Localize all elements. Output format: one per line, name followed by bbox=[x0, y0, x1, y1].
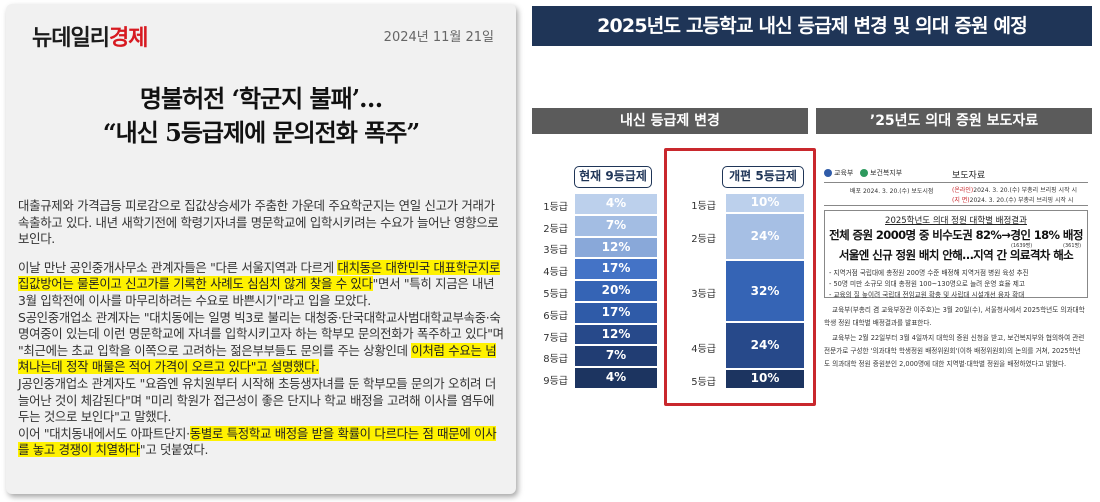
chart-bar-1-1: 4% bbox=[575, 194, 657, 214]
article-paragraph-1: 대출규제와 가격급등 피로감으로 집값상승세가 주춤한 가운데 주요학군지는 연… bbox=[18, 198, 499, 247]
chart-category-label-1-8: 8등급 bbox=[543, 354, 568, 366]
chart-category-label-1-9: 9등급 bbox=[543, 376, 568, 388]
press-meta-paper-label: (지 면) bbox=[952, 197, 970, 204]
newspaper-logo: 뉴데일리경제 bbox=[32, 20, 148, 52]
chart-category-label-1-5: 5등급 bbox=[543, 289, 568, 300]
new-system-highlight-frame bbox=[664, 148, 816, 406]
chart-bar-1-9: 4% bbox=[575, 368, 657, 388]
press-release-logos: 교육부 보건복지부 bbox=[824, 168, 902, 178]
ministry-education-emblem-icon bbox=[824, 169, 832, 177]
chart-bar-1-6: 17% bbox=[575, 302, 657, 323]
paragraph-3-text-a: S공인중개업소 관계자는 "대치동에는 일명 빅3로 불리는 대청중·단국대학교… bbox=[18, 309, 504, 358]
chart-category-label-1-3: 3등급 bbox=[543, 245, 568, 257]
press-headline-box: 2025학년도 의대 정원 대학별 배정결과 전체 증원 2000명 중 비수도… bbox=[824, 210, 1088, 299]
chart-series-label-2: 개편 5등급제 bbox=[722, 166, 804, 188]
article-paragraph-3: S공인중개업소 관계자는 "대치동에는 일명 빅3로 불리는 대청중·단국대학교… bbox=[18, 310, 504, 376]
press-meta-left: 배포 2024. 3. 20.(수) 보도시점 bbox=[850, 188, 934, 195]
press-box-title: 2025학년도 의대 정원 대학별 배정결과 bbox=[885, 216, 1027, 226]
article-title-line1: 명불허전 ‘학군지 불패’… bbox=[139, 84, 383, 113]
ministry-health-emblem-icon bbox=[860, 169, 869, 177]
article-paragraph-5: 이어 "대치동내에서도 아파트단지·동별로 특정학교 배정을 받을 확률이 다르… bbox=[18, 425, 504, 459]
press-headline-sup-1: (1639명) bbox=[1011, 243, 1033, 249]
chart-bar-2-4: 24% bbox=[726, 323, 804, 369]
press-bullet-3: - 교육의 질 높이려 국립대 전임교원 확충 및 사립대 시설개선 융자 확대 bbox=[829, 291, 1025, 299]
chart-bar-1-8: 7% bbox=[575, 346, 657, 367]
press-divider-top bbox=[824, 182, 1088, 183]
press-headline-2: 서울엔 신규 정원 배치 안해…지역 간 의료격차 해소 bbox=[838, 248, 1074, 262]
press-kind: 보도자료 bbox=[952, 171, 986, 181]
chart-bar-1-2: 7% bbox=[575, 215, 657, 236]
chart-category-label-2-5: 5등급 bbox=[691, 377, 716, 389]
chart-category-label-2-4: 4등급 bbox=[691, 343, 716, 355]
chart-bar-2-3: 32% bbox=[726, 260, 804, 322]
press-meta-online-time: 2024. 3. 20.(수) 부총리 브리핑 시작 시 bbox=[973, 187, 1078, 194]
press-org-1: 교육부 bbox=[834, 169, 854, 177]
press-org-2: 보건복지부 bbox=[870, 169, 903, 177]
chart-category-label-2-2: 2등급 bbox=[691, 234, 716, 246]
paragraph-2-text-b: "면서 "특히 지금은 내년 3월 입학전에 이사를 마무리하려는 수요로 바쁜… bbox=[18, 276, 495, 308]
chart-category-label-2-3: 3등급 bbox=[691, 289, 716, 300]
article-title-line2: “내신 5등급제에 문의전화 폭주” bbox=[102, 118, 420, 147]
press-meta-paper: (지 면)2024. 3. 20.(수) 부총리 브리핑 시작 시 bbox=[952, 195, 1073, 204]
press-divider-bottom bbox=[824, 205, 1088, 206]
article-header: 뉴데일리경제 2024년 11월 21일 bbox=[18, 18, 504, 52]
chart-bar-1-7: 12% bbox=[575, 324, 657, 345]
article-title: 명불허전 ‘학군지 불패’… “내신 5등급제에 문의전화 폭주” bbox=[18, 82, 504, 150]
press-paragraph-2: 교육부는 2월 22일부터 3월 4일까지 대학의 증원 신청을 받고, 보건복… bbox=[824, 334, 1085, 368]
press-bullet-1: - 지역거점 국립대에 총정원 200명 수준 배정해 지역거점 병원 육성 추… bbox=[829, 269, 1029, 277]
article-body: 대출규제와 가격급등 피로감으로 집값상승세가 주춤한 가운데 주요학군지는 연… bbox=[18, 198, 504, 459]
section-header-grading: 내신 등급제 변경 bbox=[532, 108, 808, 134]
infographic-banner: 2025년도 고등학교 내신 등급제 변경 및 의대 증원 예정 bbox=[532, 6, 1092, 46]
chart-bar-1-4: 17% bbox=[575, 259, 657, 280]
chart-bar-2-5: 10% bbox=[726, 370, 804, 388]
chart-bar-2-2: 24% bbox=[726, 213, 804, 259]
chart-category-label-1-4: 4등급 bbox=[543, 267, 568, 279]
press-headline-1: 전체 증원 2000명 중 비수도권 82%→경인 18% 배정 bbox=[829, 228, 1083, 242]
press-release: 교육부 보건복지부 보도자료 배포 2024. 3. 20.(수) 보도시점 (… bbox=[820, 158, 1090, 413]
chart-bar-1-5: 20% bbox=[575, 281, 657, 301]
chart-series-label-1: 현재 9등급제 bbox=[574, 166, 652, 188]
paragraph-2-text-a: 이날 만난 공인중개사무소 관계자들은 "다른 서울지역과 다르게 bbox=[18, 259, 338, 275]
article-card: 뉴데일리경제 2024년 11월 21일 명불허전 ‘학군지 불패’… “내신 … bbox=[6, 4, 516, 494]
paragraph-5-text-a: 이어 "대치동내에서도 아파트단지· bbox=[18, 425, 190, 441]
chart-category-label-2-1: 1등급 bbox=[691, 200, 716, 212]
chart-bar-2-1: 10% bbox=[726, 194, 804, 212]
article-date: 2024년 11월 21일 bbox=[383, 30, 494, 45]
chart-category-label-1-2: 2등급 bbox=[543, 223, 568, 235]
logo-text-accent: 경제 bbox=[108, 26, 148, 51]
press-headline-sup-2: (361명) bbox=[1063, 243, 1082, 249]
chart-category-label-1-1: 1등급 bbox=[543, 201, 568, 213]
press-meta-online-label: (온라인) bbox=[952, 187, 974, 194]
article-paragraph-2: 이날 만난 공인중개사무소 관계자들은 "다른 서울지역과 다르게 대치동은 대… bbox=[18, 259, 504, 310]
press-meta-paper-time: 2024. 3. 20.(수) 부총리 브리핑 시작 시 bbox=[969, 197, 1074, 204]
section-header-press: ’25년도 의대 증원 보도자료 bbox=[816, 108, 1092, 134]
chart-category-label-1-7: 7등급 bbox=[543, 332, 568, 344]
chart-bar-1-3: 12% bbox=[575, 237, 657, 258]
press-bullet-2: - 50명 미만 소규모 의대 총정원 100~130명으로 늘려 운영 효율 … bbox=[829, 280, 1025, 288]
press-meta-online: (온라인)2024. 3. 20.(수) 부총리 브리핑 시작 시 bbox=[952, 185, 1077, 194]
press-paragraph-1: 교육부(부총리 겸 교육부장관 이주호)는 3월 20일(수), 서울청사에서 … bbox=[824, 306, 1085, 327]
paragraph-5-text-b: "고 덧붙였다. bbox=[139, 442, 209, 458]
chart-category-label-1-6: 6등급 bbox=[543, 310, 568, 322]
logo-text-main: 뉴데일리 bbox=[32, 26, 110, 51]
article-paragraph-4: J공인중개업소 관계자도 "요즘엔 유치원부터 시작해 초등생자녀를 둔 학부모… bbox=[18, 375, 497, 425]
